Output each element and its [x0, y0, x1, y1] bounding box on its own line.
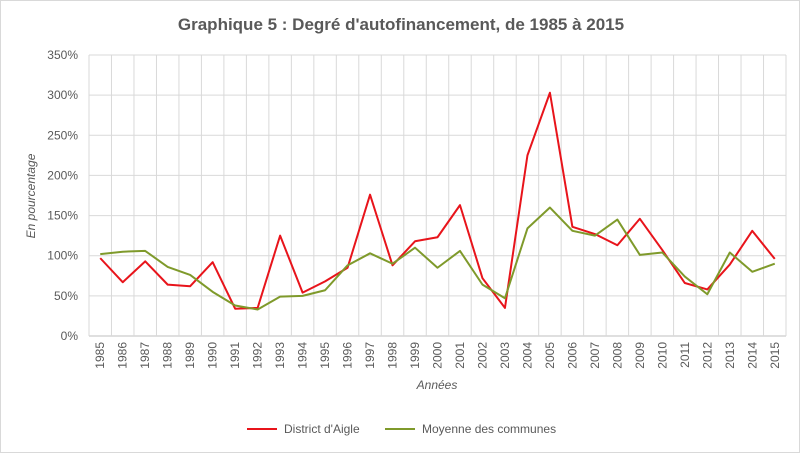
x-tick-label: 2007	[588, 342, 602, 369]
gridlines	[88, 54, 787, 337]
series-lines	[99, 91, 776, 311]
x-tick-label: 2013	[723, 342, 737, 369]
x-tick-label: 2004	[520, 342, 534, 369]
x-tick-label: 1991	[228, 342, 242, 369]
x-tick-label: 2008	[610, 342, 624, 369]
x-axis-ticks: 1985 1986 1987 1988 1989 1990 1991 1992 1993 1994…	[93, 342, 782, 369]
y-axis-ticks: 0% 50% 100% 150% 200% 250% 300% 350%	[47, 48, 78, 343]
x-tick-label: 1992	[251, 342, 265, 369]
x-tick-label: 1998	[386, 342, 400, 369]
legend-label: Moyenne des communes	[422, 422, 556, 436]
x-tick-label: 1987	[138, 342, 152, 369]
x-tick-label: 2001	[453, 342, 467, 369]
x-tick-label: 2011	[678, 342, 692, 368]
chart-title: Graphique 5 : Degré d'autofinancement, d…	[178, 15, 624, 34]
x-tick-label: 1993	[273, 342, 287, 369]
y-axis-title: En pourcentage	[24, 153, 38, 238]
x-tick-label: 2009	[633, 342, 647, 369]
y-tick-label: 150%	[47, 209, 78, 223]
x-tick-label: 1995	[318, 342, 332, 369]
legend: District d'Aigle Moyenne des communes	[247, 422, 556, 436]
x-tick-label: 1994	[296, 342, 310, 369]
y-tick-label: 350%	[47, 48, 78, 62]
x-tick-label: 2003	[498, 342, 512, 369]
x-tick-label: 2014	[745, 342, 759, 369]
y-tick-label: 50%	[54, 289, 78, 303]
x-axis-title: Années	[416, 378, 458, 392]
x-tick-label: 2002	[475, 342, 489, 369]
x-tick-label: 2012	[700, 342, 714, 369]
series-line-district-aigle	[99, 91, 776, 310]
x-tick-label: 1986	[116, 342, 130, 369]
x-tick-label: 1997	[363, 342, 377, 369]
y-tick-label: 100%	[47, 249, 78, 263]
x-tick-label: 1996	[341, 342, 355, 369]
x-tick-label: 2005	[543, 342, 557, 369]
x-tick-label: 2000	[431, 342, 445, 369]
y-tick-label: 0%	[61, 329, 79, 343]
x-tick-label: 1988	[161, 342, 175, 369]
x-tick-label: 2006	[565, 342, 579, 369]
legend-label: District d'Aigle	[284, 422, 360, 436]
x-tick-label: 1999	[408, 342, 422, 369]
y-tick-label: 200%	[47, 168, 78, 182]
x-tick-label: 2010	[655, 342, 669, 369]
x-tick-label: 1990	[206, 342, 220, 369]
x-tick-label: 1985	[93, 342, 107, 369]
x-tick-label: 2015	[768, 342, 782, 369]
x-tick-label: 1989	[183, 342, 197, 369]
series-line-moyenne-communes	[100, 206, 776, 311]
y-tick-label: 250%	[47, 128, 78, 142]
y-tick-label: 300%	[47, 88, 78, 102]
